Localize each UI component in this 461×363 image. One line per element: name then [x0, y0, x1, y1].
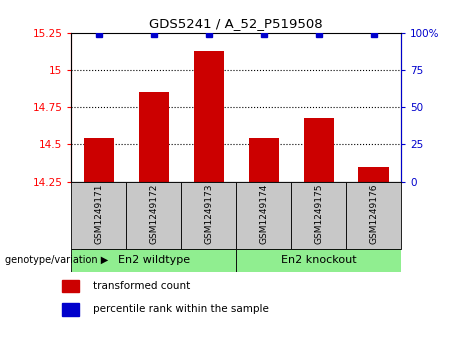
Text: GSM1249172: GSM1249172 — [149, 184, 159, 244]
Text: percentile rank within the sample: percentile rank within the sample — [93, 305, 269, 314]
Bar — [71, 249, 236, 272]
Bar — [291, 182, 346, 249]
Text: genotype/variation ▶: genotype/variation ▶ — [5, 256, 108, 265]
Bar — [181, 182, 236, 249]
Bar — [303, 118, 334, 182]
Bar — [62, 280, 79, 292]
Text: En2 wildtype: En2 wildtype — [118, 256, 190, 265]
Bar — [359, 167, 389, 182]
Bar — [84, 138, 114, 182]
Bar — [71, 182, 126, 249]
Bar — [139, 92, 169, 182]
Title: GDS5241 / A_52_P519508: GDS5241 / A_52_P519508 — [149, 17, 323, 30]
Bar — [236, 182, 291, 249]
Bar — [248, 138, 279, 182]
Text: transformed count: transformed count — [93, 281, 190, 291]
Text: GSM1249175: GSM1249175 — [314, 183, 323, 244]
Text: GSM1249173: GSM1249173 — [204, 183, 213, 244]
Bar — [126, 182, 181, 249]
Text: GSM1249171: GSM1249171 — [95, 183, 103, 244]
Text: GSM1249174: GSM1249174 — [259, 184, 268, 244]
Bar — [194, 50, 224, 182]
Bar — [62, 303, 79, 315]
Text: En2 knockout: En2 knockout — [281, 256, 356, 265]
Text: GSM1249176: GSM1249176 — [369, 183, 378, 244]
Bar — [346, 182, 401, 249]
Bar — [236, 249, 401, 272]
